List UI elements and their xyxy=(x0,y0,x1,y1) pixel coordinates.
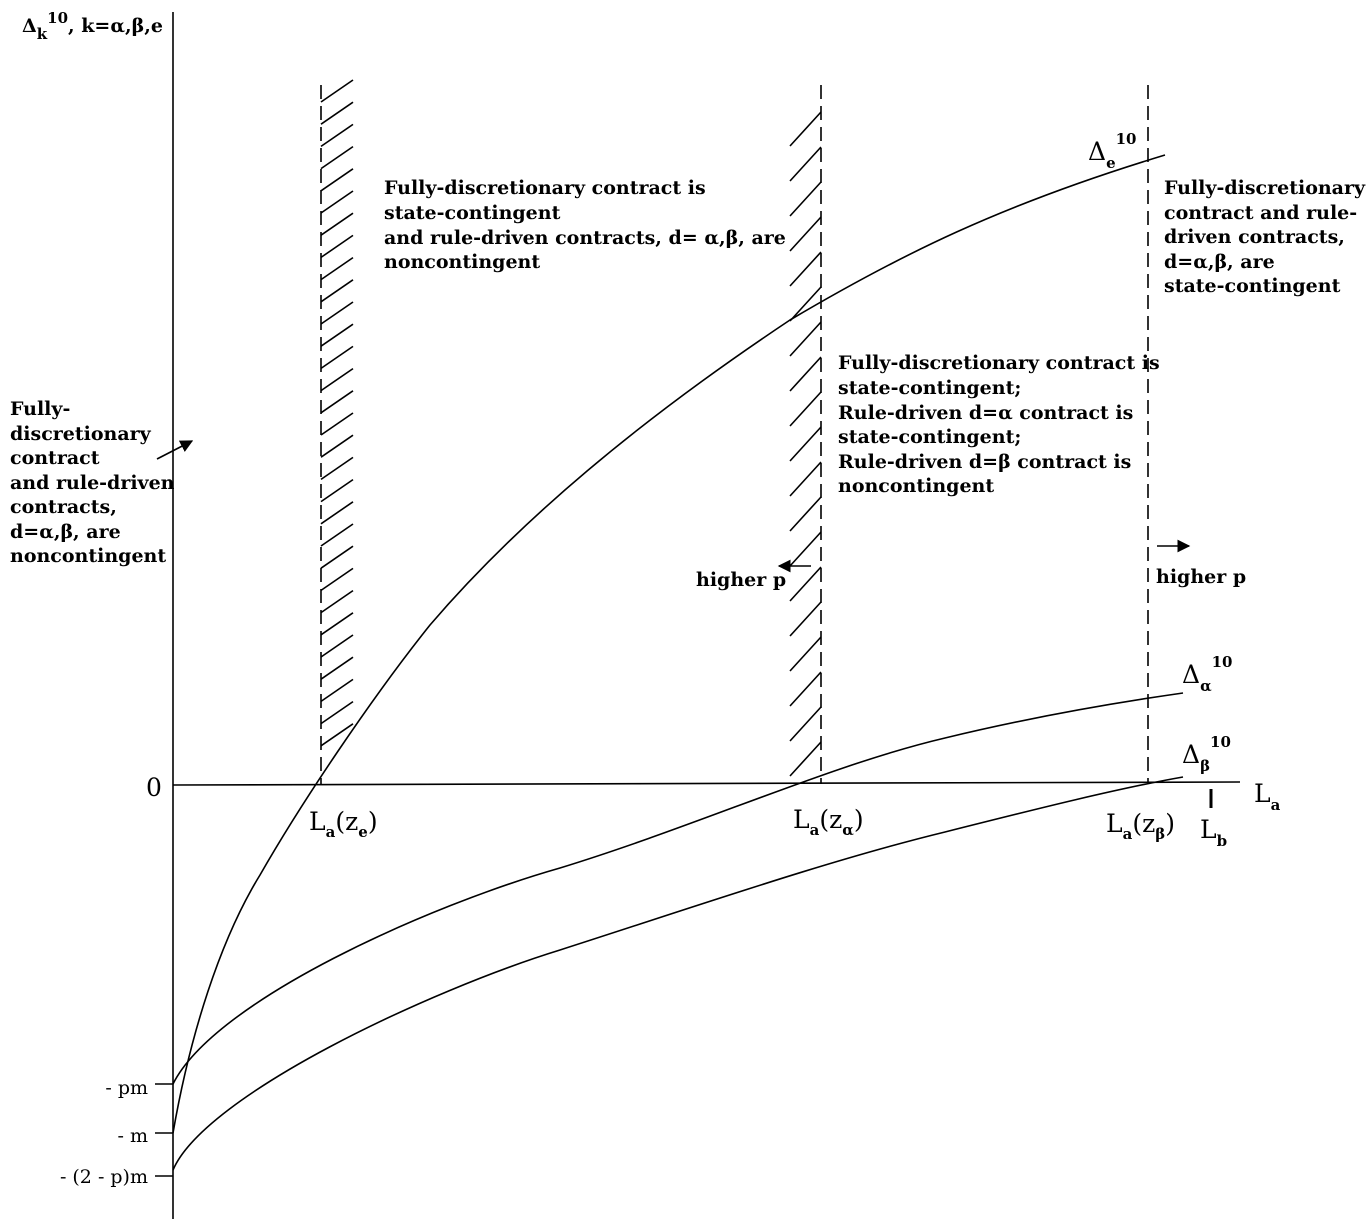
marker-lb: Lb xyxy=(1200,815,1227,850)
svg-text:contracts,: contracts, xyxy=(10,496,117,518)
hatch-mark xyxy=(320,101,354,125)
hatch-mark xyxy=(789,181,822,217)
hatch-mark xyxy=(789,601,822,637)
marker-la-ze: La(ze) xyxy=(309,807,378,841)
hatch-mark xyxy=(789,251,822,287)
svg-text:and rule-driven contracts, d=: and rule-driven contracts, d= α,β, are xyxy=(384,227,786,249)
higher-p-right-label: higher p xyxy=(1156,566,1246,588)
hatch-mark xyxy=(789,566,822,602)
svg-text:state-contingent: state-contingent xyxy=(384,202,561,224)
svg-text:d=α,β, are: d=α,β, are xyxy=(10,521,121,543)
svg-text:and rule-driven: and rule-driven xyxy=(10,472,175,494)
hatch-mark xyxy=(320,678,354,703)
hatch-mark xyxy=(789,461,822,497)
hatch-mark xyxy=(320,279,354,303)
hatch-mark xyxy=(320,523,354,547)
curve-delta-alpha xyxy=(172,692,1184,1085)
region-right-text: Fully-discretionary contract and rule- d… xyxy=(1164,177,1366,297)
hatch-mark xyxy=(320,123,354,148)
hatch-ze xyxy=(320,79,354,747)
hatch-mark xyxy=(320,367,354,392)
hatch-mark xyxy=(320,634,354,658)
hatch-mark xyxy=(320,301,354,325)
hatch-mark xyxy=(789,111,822,147)
svg-text:noncontingent: noncontingent xyxy=(838,475,994,497)
hatch-mark xyxy=(320,168,354,192)
hatch-mark xyxy=(320,390,354,414)
hatch-mark xyxy=(320,190,354,214)
hatch-mark xyxy=(320,256,354,281)
svg-text:noncontingent: noncontingent xyxy=(384,251,540,273)
hatch-mark xyxy=(320,589,354,614)
hatch-mark xyxy=(320,323,354,347)
hatch-mark xyxy=(789,706,822,742)
svg-text:state-contingent: state-contingent xyxy=(1164,275,1341,297)
hatch-mark xyxy=(789,391,822,427)
hatch-mark xyxy=(320,412,354,436)
hatch-mark xyxy=(320,212,354,236)
higher-p-left-label: higher p xyxy=(696,569,786,591)
hatch-mark xyxy=(320,612,354,636)
hatch-mark xyxy=(789,356,822,392)
svg-text:Rule-driven d=α contract is: Rule-driven d=α contract is xyxy=(838,402,1133,424)
hatch-mark xyxy=(789,321,822,357)
marker-la-za: La(zα) xyxy=(793,805,864,839)
tick-label-2pm: - (2 - p)m xyxy=(60,1166,148,1188)
svg-text:driven contracts,: driven contracts, xyxy=(1164,226,1345,248)
label-delta-alpha: Δα10 xyxy=(1182,653,1232,695)
hatch-mark xyxy=(320,700,354,725)
svg-text:noncontingent: noncontingent xyxy=(10,545,166,567)
svg-text:Rule-driven d=β contract is: Rule-driven d=β contract is xyxy=(838,451,1131,473)
hatch-mark xyxy=(320,434,354,458)
hatch-mark xyxy=(320,545,354,569)
hatch-mark xyxy=(320,145,354,170)
hatch-mark xyxy=(789,496,822,532)
curve-delta-e xyxy=(172,154,1166,1134)
hatch-mark xyxy=(320,567,354,592)
hatch-mark xyxy=(320,501,354,525)
hatch-mark xyxy=(789,741,822,777)
label-delta-beta: Δβ10 xyxy=(1182,733,1231,775)
hatch-mark xyxy=(789,636,822,672)
svg-text:state-contingent;: state-contingent; xyxy=(838,426,1021,448)
hatch-za xyxy=(789,111,822,777)
hatch-mark xyxy=(320,234,354,259)
hatch-mark xyxy=(789,286,822,322)
hatch-mark xyxy=(320,478,354,503)
region-left-arrow xyxy=(156,440,194,460)
hatch-mark xyxy=(789,531,822,567)
region-center-text: Fully-discretionary contract is state-co… xyxy=(838,352,1160,497)
hatch-mark xyxy=(320,456,354,481)
origin-label: 0 xyxy=(146,773,162,802)
hatch-mark xyxy=(320,656,354,680)
hatch-mark xyxy=(789,671,822,707)
y-axis-label: Δk10, k=α,β,e xyxy=(22,9,163,43)
label-delta-e: Δe10 xyxy=(1088,130,1136,172)
region-top-middle-text: Fully-discretionary contract is state-co… xyxy=(384,177,786,273)
svg-text:contract: contract xyxy=(10,447,100,469)
marker-la-zb: La(zβ) xyxy=(1106,809,1175,843)
svg-text:contract and rule-: contract and rule- xyxy=(1164,202,1357,224)
hatch-mark xyxy=(320,79,354,103)
hatch-mark xyxy=(789,216,822,252)
x-axis xyxy=(172,781,1241,786)
hatch-mark xyxy=(320,345,354,370)
hatch-mark xyxy=(320,723,354,747)
tick-label-pm: - pm xyxy=(105,1077,148,1099)
svg-text:d=α,β, are: d=α,β, are xyxy=(1164,251,1275,273)
region-left-text: Fully- discretionary contract and rule-d… xyxy=(10,398,175,567)
curve-delta-beta xyxy=(172,776,1184,1171)
svg-text:Fully-: Fully- xyxy=(10,398,70,420)
svg-text:Fully-discretionary contract i: Fully-discretionary contract is xyxy=(838,352,1160,374)
svg-text:discretionary: discretionary xyxy=(10,423,152,445)
svg-text:state-contingent;: state-contingent; xyxy=(838,377,1021,399)
tick-label-m: - m xyxy=(118,1125,148,1147)
hatch-mark xyxy=(789,426,822,462)
x-axis-label: La xyxy=(1254,779,1281,814)
svg-text:Fully-discretionary: Fully-discretionary xyxy=(1164,177,1366,199)
svg-text:Fully-discretionary contract i: Fully-discretionary contract is xyxy=(384,177,706,199)
hatch-mark xyxy=(789,146,822,182)
